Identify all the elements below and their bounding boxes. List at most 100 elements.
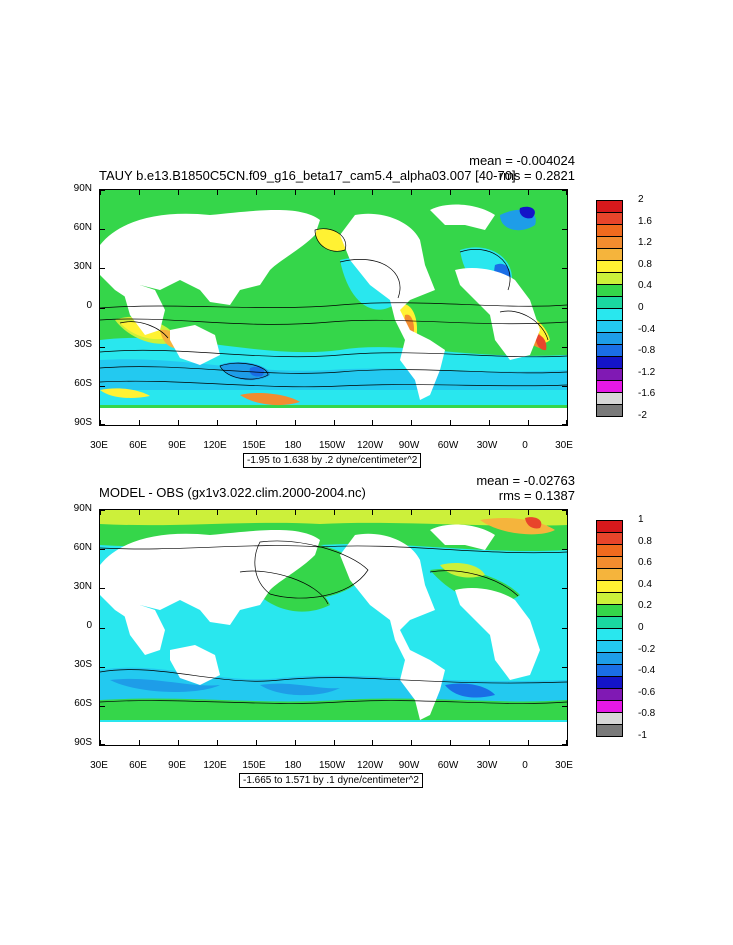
axis-tick — [100, 190, 105, 191]
axis-tick — [334, 420, 335, 425]
axis-tick — [139, 190, 140, 195]
axis-tick — [100, 744, 105, 745]
axis-tick — [411, 190, 412, 195]
axis-tick — [100, 588, 105, 589]
axis-tick — [217, 190, 218, 195]
lat-label: 90S — [74, 417, 92, 428]
lat-label: 30N — [73, 581, 92, 592]
lon-label: 60E — [129, 760, 147, 771]
lon-label: 150E — [242, 440, 266, 451]
axis-tick — [372, 510, 373, 515]
colorbar-label: -0.4 — [638, 665, 656, 677]
colorbar-label: -0.4 — [638, 323, 656, 335]
axis-tick — [178, 740, 179, 745]
panel-title: TAUY b.e13.B1850C5CN.f09_g16_beta17_cam5… — [99, 168, 516, 183]
lon-label: 30W — [476, 440, 498, 451]
lon-label: 90E — [168, 760, 186, 771]
axis-tick — [562, 628, 567, 629]
lon-label: 120E — [203, 440, 227, 451]
axis-tick — [450, 420, 451, 425]
axis-tick — [100, 424, 105, 425]
axis-tick — [562, 308, 567, 309]
axis-tick — [372, 420, 373, 425]
axis-tick — [256, 740, 257, 745]
lat-label: 0 — [86, 300, 92, 311]
colorbar-label: 0.8 — [638, 258, 652, 270]
axis-tick — [334, 740, 335, 745]
lat-label: 90N — [73, 183, 92, 194]
lat-label: 60S — [74, 378, 92, 389]
colorbar-label: 0.8 — [638, 535, 652, 547]
lon-label: 90W — [398, 440, 420, 451]
axis-tick — [489, 740, 490, 745]
colorbar-label: 0 — [638, 622, 644, 633]
colorbar-swatch — [596, 724, 623, 737]
colorbar-label: 2 — [638, 194, 644, 205]
axis-tick — [489, 510, 490, 515]
axis-tick — [178, 190, 179, 195]
difference-field-map — [100, 510, 567, 745]
axis-tick — [489, 420, 490, 425]
mean-value: mean = -0.02763 — [476, 473, 575, 488]
lon-label: 30W — [476, 760, 498, 771]
axis-tick — [100, 667, 105, 668]
axis-tick — [562, 588, 567, 589]
axis-tick — [450, 190, 451, 195]
lat-label: 30N — [73, 261, 92, 272]
axis-tick — [562, 549, 567, 550]
lon-label: 120W — [356, 760, 384, 771]
axis-tick — [372, 740, 373, 745]
axis-tick — [562, 424, 567, 425]
colorbar-label: -2 — [638, 410, 647, 421]
axis-tick — [566, 740, 567, 745]
axis-tick — [528, 190, 529, 195]
lon-label: 30E — [555, 760, 573, 771]
lon-label: 90W — [398, 760, 420, 771]
axis-tick — [295, 740, 296, 745]
colorbar-label: 0.4 — [638, 280, 652, 292]
lon-label: 0 — [522, 760, 528, 771]
panel-title: MODEL - OBS (gx1v3.022.clim.2000-2004.nc… — [99, 485, 366, 500]
mean-value: mean = -0.004024 — [469, 153, 575, 168]
axis-tick — [100, 308, 105, 309]
lon-label: 150W — [318, 440, 346, 451]
map-panel-model-minus-obs: MODEL - OBS (gx1v3.022.clim.2000-2004.nc… — [73, 473, 656, 788]
lon-label: 120E — [203, 760, 227, 771]
colorbar-label: -0.6 — [638, 686, 656, 698]
axis-tick — [411, 510, 412, 515]
lon-label: 90E — [168, 440, 186, 451]
axis-tick — [562, 347, 567, 348]
colorbar: 2 1.6 1.2 0.8 0.4 0 -0.4 -0.8 -1.2 -1.6 -2 — [596, 194, 676, 421]
lon-label: 60E — [129, 440, 147, 451]
lat-label: 30S — [74, 659, 92, 670]
axis-tick — [139, 420, 140, 425]
axis-tick — [100, 190, 101, 195]
colorbar-label: 0 — [638, 302, 644, 313]
axis-tick — [334, 510, 335, 515]
lon-label: 30E — [555, 440, 573, 451]
axis-tick — [528, 510, 529, 515]
axis-tick — [411, 420, 412, 425]
map-panel-tauy: TAUY b.e13.B1850C5CN.f09_g16_beta17_cam5… — [0, 0, 733, 470]
axis-tick — [100, 740, 101, 745]
axis-tick — [100, 229, 105, 230]
map-plot-area — [99, 189, 568, 426]
lon-label: 60W — [437, 760, 459, 771]
axis-tick — [100, 549, 105, 550]
axis-tick — [256, 510, 257, 515]
contour-range-label: -1.95 to 1.638 by .2 dyne/centimeter^2 — [243, 453, 422, 468]
lon-label: 30E — [90, 440, 108, 451]
axis-tick — [178, 510, 179, 515]
colorbar-swatch — [596, 404, 623, 417]
lat-label: 60S — [74, 698, 92, 709]
axis-tick — [562, 229, 567, 230]
map-plot-area — [99, 509, 568, 746]
lon-label: 120W — [356, 440, 384, 451]
lon-label: 150E — [242, 760, 266, 771]
axis-tick — [566, 190, 567, 195]
lon-label: 150W — [318, 760, 346, 771]
colorbar-label: 1.6 — [638, 215, 652, 227]
lon-label: 60W — [437, 440, 459, 451]
axis-tick — [372, 190, 373, 195]
axis-tick — [489, 190, 490, 195]
